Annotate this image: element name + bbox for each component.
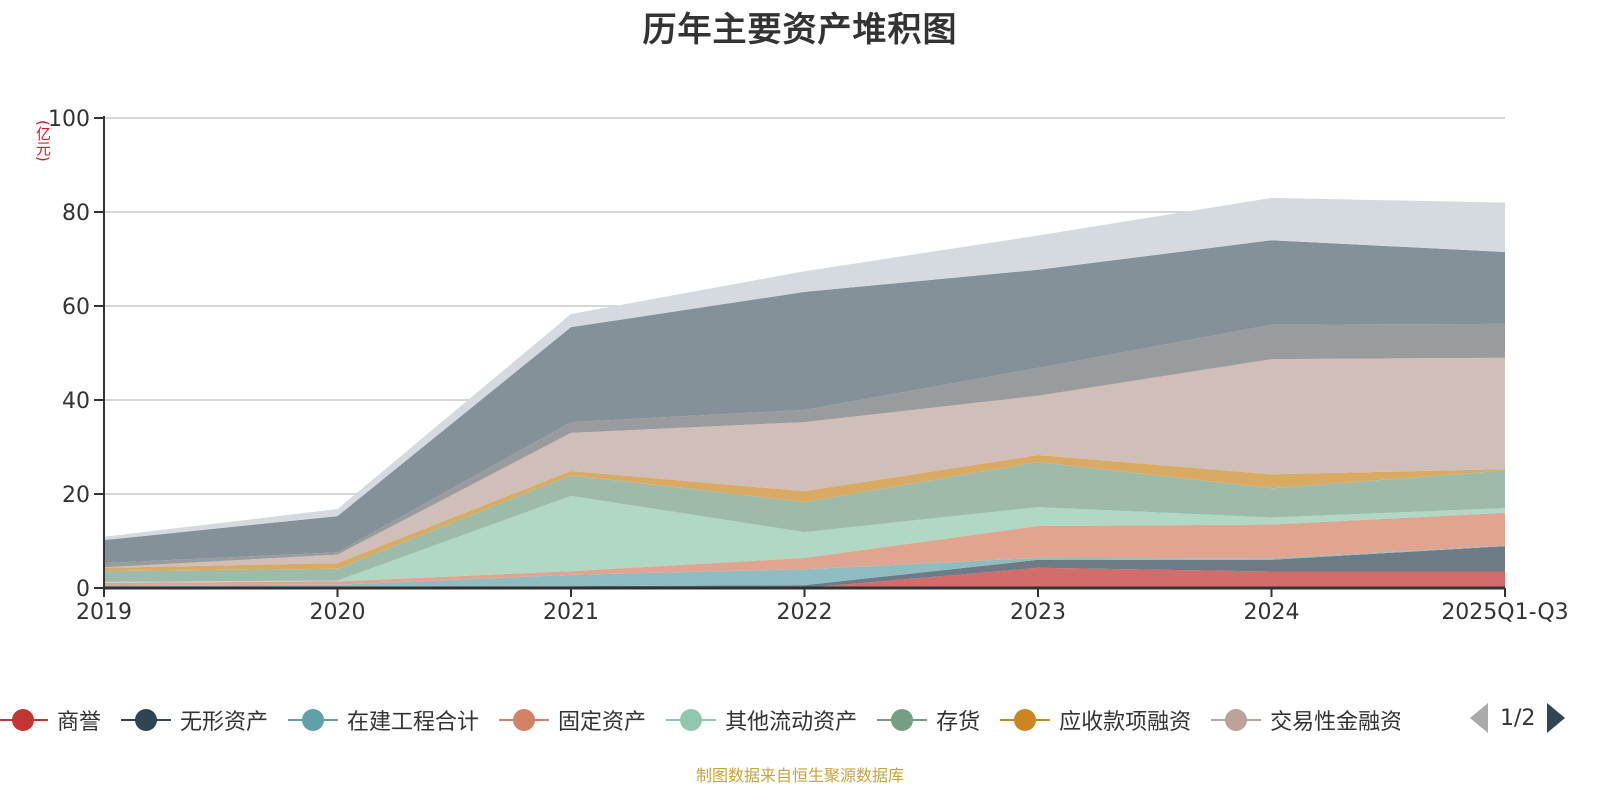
y-tick-label: 60 xyxy=(62,295,90,320)
area-series-10[interactable] xyxy=(104,197,1505,541)
area-series xyxy=(104,197,1505,588)
pager-next-icon[interactable] xyxy=(1547,703,1566,733)
x-axis-ticks: 2019 2020 2021 2022 2023 2024 2025Q1-Q3 xyxy=(76,588,1569,625)
x-tick-label: 2025Q1-Q3 xyxy=(1441,600,1568,625)
legend-item[interactable]: 应收款项融资 xyxy=(1000,704,1191,736)
legend-label: 存货 xyxy=(936,710,981,735)
legend-pager: 1/2 xyxy=(1470,703,1566,733)
area-series-4[interactable] xyxy=(104,495,1505,583)
legend-marker-icon xyxy=(0,708,48,732)
legend-marker-icon xyxy=(121,708,172,732)
legend-item[interactable]: 无形资产 xyxy=(121,704,268,736)
legend-label: 交易性金融资产 xyxy=(1270,710,1401,735)
x-tick-label: 2019 xyxy=(76,600,132,625)
source-note: 制图数据来自恒生聚源数据库 xyxy=(695,766,904,785)
area-series-8[interactable] xyxy=(104,323,1505,568)
x-tick-label: 2022 xyxy=(777,600,833,625)
area-series-2[interactable] xyxy=(104,545,1505,587)
y-axis-ticks: 0 20 40 60 80 100 xyxy=(48,107,104,602)
legend-item[interactable]: 商誉 xyxy=(0,704,101,736)
x-tick-label: 2021 xyxy=(543,600,599,625)
stacked-area-chart: 0 20 40 60 80 100 2019 2020 2021 2022 2023 2024 202… xyxy=(48,107,1569,625)
legend-marker-icon xyxy=(288,708,339,732)
legend-marker-icon xyxy=(499,708,550,732)
y-tick-label: 0 xyxy=(76,577,90,602)
y-tick-label: 40 xyxy=(62,389,90,414)
y-tick-label: 20 xyxy=(62,483,90,508)
legend-label: 在建工程合计 xyxy=(347,710,480,735)
pager-page-indicator: 1/2 xyxy=(1500,705,1536,731)
legend-item[interactable]: 固定资产 xyxy=(499,704,646,736)
x-tick-label: 2020 xyxy=(310,600,366,625)
legend-item[interactable]: 存货 xyxy=(877,704,980,736)
legend: 商誉 无形资产 在建工程合计 固定资产 其他流动资产 存货 应收款项融资 交易性金融资产 xyxy=(0,700,1598,740)
legend-label: 应收款项融资 xyxy=(1059,710,1192,735)
x-tick-label: 2024 xyxy=(1244,600,1300,625)
legend-marker-icon xyxy=(877,708,928,732)
legend-item[interactable]: 在建工程合计 xyxy=(288,704,479,736)
area-series-9[interactable] xyxy=(104,240,1505,564)
legend-marker-icon xyxy=(1000,708,1051,732)
area-series-0[interactable] xyxy=(104,567,1505,588)
area-series-3[interactable] xyxy=(104,512,1505,586)
legend-marker-icon xyxy=(1211,708,1262,732)
y-tick-label: 80 xyxy=(62,201,90,226)
legend-label: 其他流动资产 xyxy=(725,710,858,735)
x-tick-label: 2023 xyxy=(1010,600,1066,625)
legend-item[interactable]: 交易性金融资产 xyxy=(1211,704,1400,736)
chart-title: 历年主要资产堆积图 xyxy=(642,10,958,50)
legend-label: 商誉 xyxy=(57,710,102,735)
legend-item[interactable]: 其他流动资产 xyxy=(666,704,857,736)
y-axis-unit-label: (亿元) xyxy=(34,120,52,162)
y-tick-label: 100 xyxy=(48,107,90,132)
legend-label: 固定资产 xyxy=(558,710,647,735)
pager-prev-icon[interactable] xyxy=(1470,703,1488,733)
area-series-7[interactable] xyxy=(104,357,1505,568)
legend-marker-icon xyxy=(666,708,717,732)
area-series-5[interactable] xyxy=(104,462,1505,582)
area-series-1[interactable] xyxy=(104,546,1505,588)
legend-label: 无形资产 xyxy=(180,710,269,735)
